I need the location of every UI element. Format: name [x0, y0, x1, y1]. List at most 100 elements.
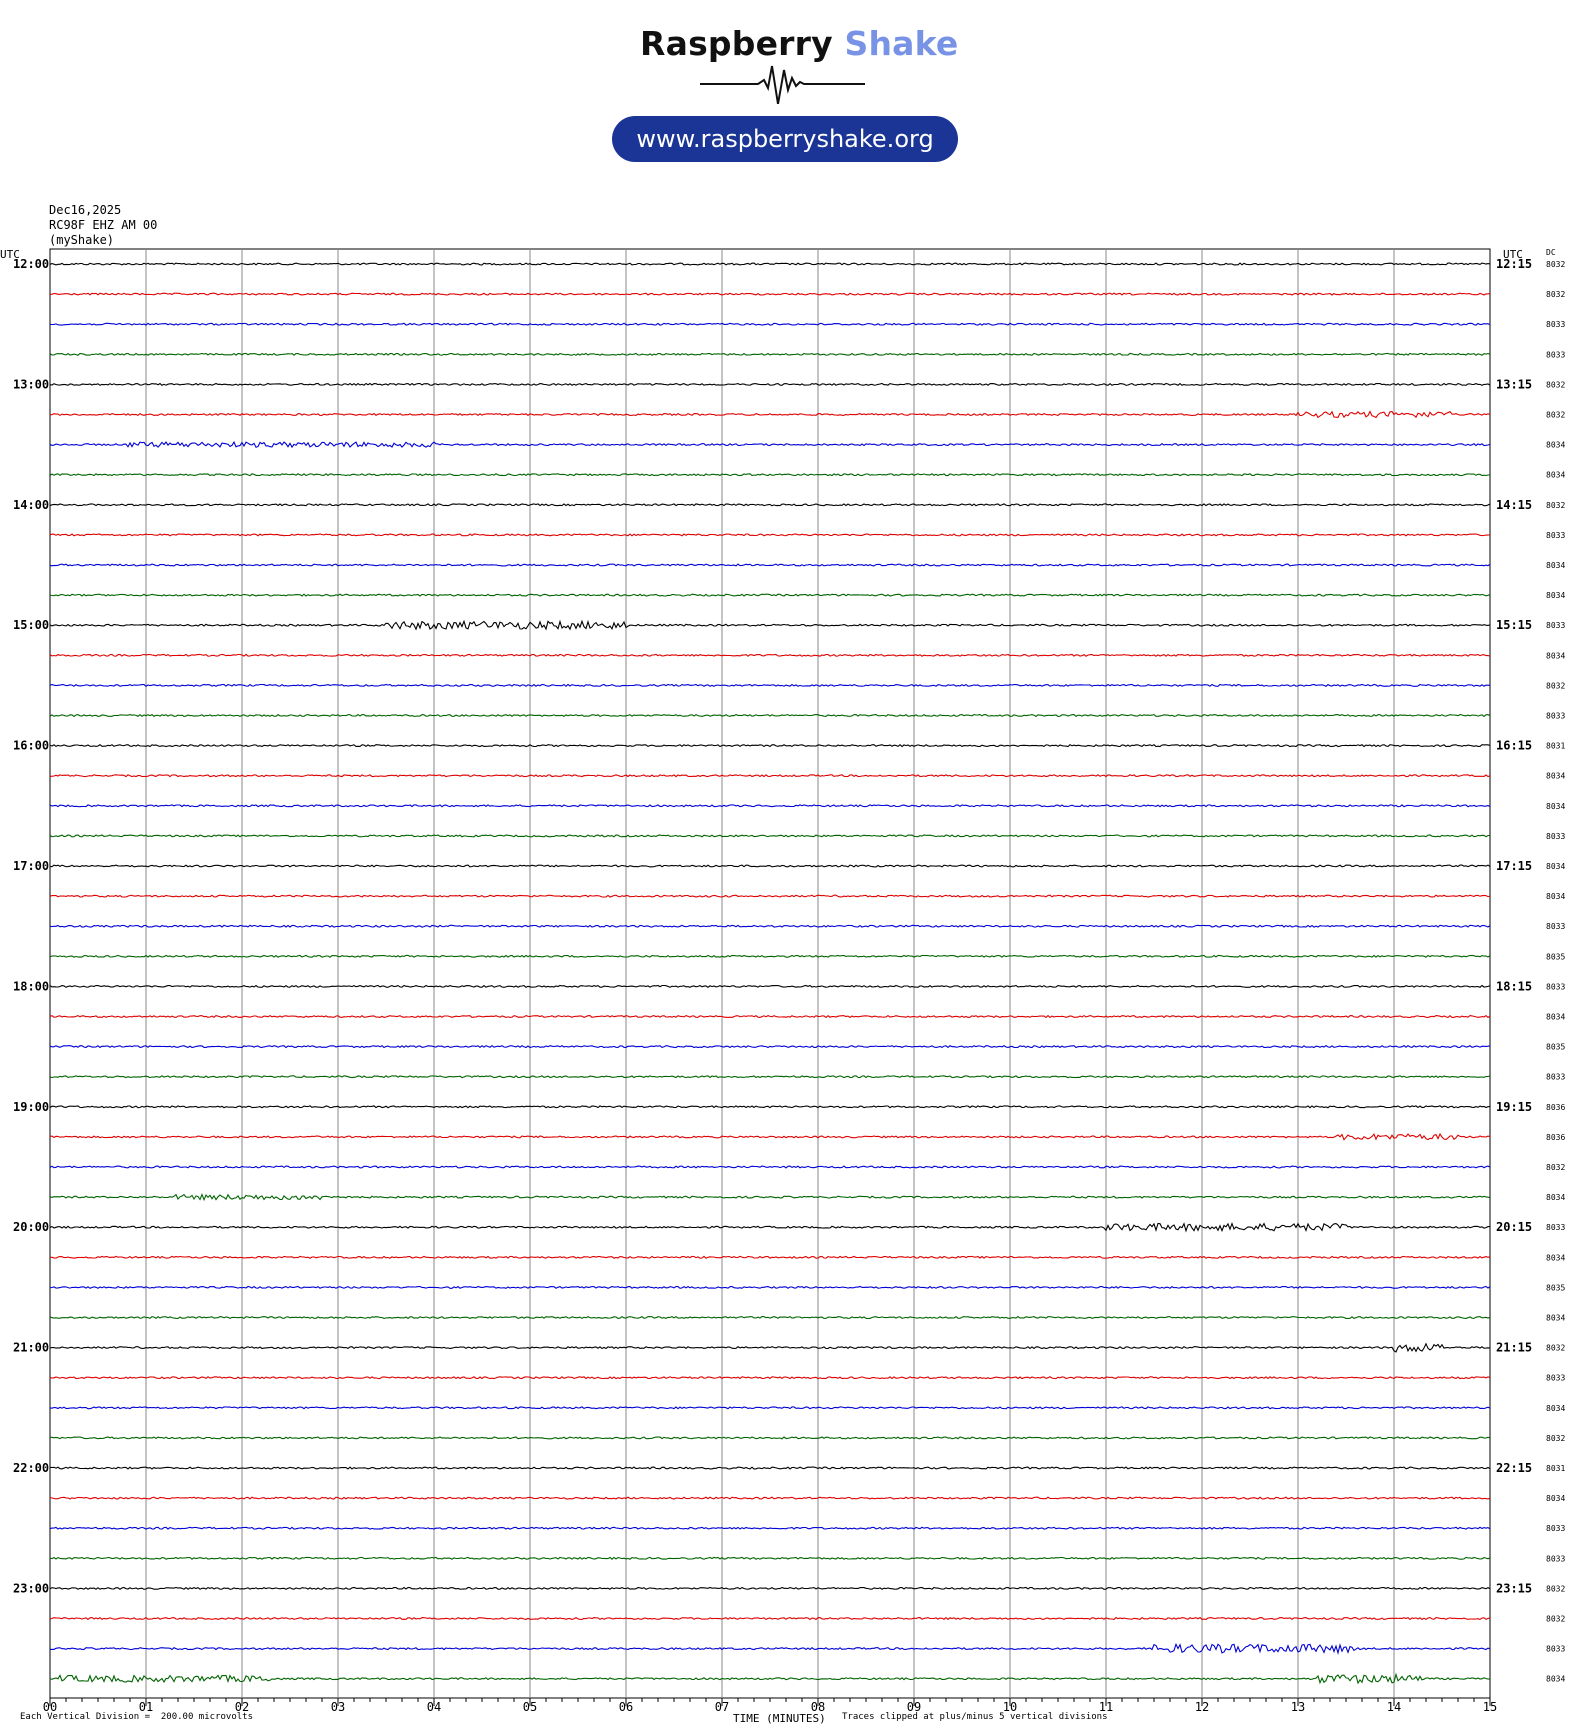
trace-row-8: [49, 503, 1491, 507]
left-hour-label: 21:00: [13, 1341, 49, 1355]
dc-offset-labels: 8032 8032 8033 8033 8032 8032 8034 8034 8032 8033…: [1546, 260, 1565, 1684]
dc-offset-label: 8033: [1546, 531, 1565, 540]
trace-row-18: [49, 804, 1491, 808]
x-tick-label: 14: [1387, 1700, 1401, 1714]
dc-offset-label: 8034: [1546, 1253, 1565, 1262]
right-hour-label: 16:15: [1496, 739, 1532, 753]
right-hour-label: 19:15: [1496, 1100, 1532, 1114]
x-tick-label: 00: [43, 1700, 57, 1714]
dc-offset-label: 8032: [1546, 1584, 1565, 1593]
right-hour-label: 18:15: [1496, 979, 1532, 993]
x-tick-label: 12: [1195, 1700, 1209, 1714]
dc-offset-label: 8032: [1546, 1615, 1565, 1624]
dc-offset-label: 8034: [1546, 651, 1565, 660]
website-url-link[interactable]: www.raspberryshake.org: [612, 116, 958, 162]
raspberry-shake-logo: Raspberry Shake www.raspberryshake.org: [612, 18, 958, 168]
trace-row-19: [49, 834, 1490, 838]
seismograph-wave-icon: [700, 65, 865, 104]
left-hour-label: 13:00: [13, 377, 49, 391]
dc-offset-label: 8034: [1546, 1193, 1565, 1202]
left-hour-label: 23:00: [13, 1581, 49, 1595]
trace-row-0: [49, 262, 1491, 266]
x-tick-label: 05: [523, 1700, 537, 1714]
dc-offset-label: 8034: [1546, 862, 1565, 871]
left-hour-label: 16:00: [13, 739, 49, 753]
trace-row-34: [49, 1285, 1491, 1289]
x-tick-label: 03: [331, 1700, 345, 1714]
right-hour-label: 20:15: [1496, 1220, 1532, 1234]
logo-word-raspberry: Raspberry: [640, 24, 833, 63]
trace-row-27: [49, 1075, 1491, 1079]
trace-row-39: [50, 1436, 1491, 1440]
trace-row-11: [49, 593, 1491, 597]
trace-row-33: [50, 1255, 1491, 1259]
trace-row-26: [49, 1045, 1491, 1049]
trace-row-36: [49, 1342, 1491, 1353]
trace-row-31: [49, 1193, 1491, 1202]
left-hour-label: 12:00: [13, 257, 49, 271]
trace-row-4: [49, 382, 1491, 386]
trace-row-30: [49, 1165, 1491, 1169]
x-tick-label: 15: [1483, 1700, 1497, 1714]
dc-offset-label: 8034: [1546, 1675, 1565, 1684]
trace-row-29: [49, 1132, 1491, 1141]
right-hour-label: 14:15: [1496, 498, 1532, 512]
dc-offset-label: 8032: [1546, 380, 1565, 389]
right-hour-label: 17:15: [1496, 859, 1532, 873]
dc-offset-label: 8034: [1546, 1013, 1565, 1022]
trace-row-32: [49, 1221, 1490, 1233]
dc-offset-label: 8031: [1546, 1464, 1565, 1473]
trace-row-28: [49, 1105, 1491, 1109]
trace-row-45: [49, 1616, 1491, 1621]
trace-row-13: [49, 653, 1491, 657]
x-axis-label: TIME (MINUTES): [733, 1712, 826, 1725]
x-tick-label: 11: [1099, 1700, 1113, 1714]
x-tick-label: 01: [139, 1700, 153, 1714]
trace-row-14: [49, 683, 1491, 688]
dc-offset-label: 8034: [1546, 1404, 1565, 1413]
trace-row-20: [49, 864, 1491, 868]
left-hour-label: 22:00: [13, 1461, 49, 1475]
dc-offset-label: 8032: [1546, 290, 1565, 299]
scale-note: Each Vertical Division = 200.00 microvol…: [20, 1712, 253, 1722]
trace-row-23: [49, 954, 1491, 958]
left-hour-label: 15:00: [13, 618, 49, 632]
dc-offset-label: 8033: [1546, 1223, 1565, 1232]
dc-offset-label: 8033: [1546, 1374, 1565, 1383]
dc-offset-label: 8034: [1546, 892, 1565, 901]
trace-row-2: [50, 322, 1491, 326]
trace-row-47: [49, 1672, 1491, 1685]
left-hour-label: 14:00: [13, 498, 49, 512]
left-hour-label: 17:00: [13, 859, 49, 873]
trace-row-16: [49, 743, 1491, 748]
plot-date: Dec16,2025: [49, 203, 122, 217]
left-hour-label: 18:00: [13, 979, 49, 993]
dc-offset-label: 8032: [1546, 501, 1565, 510]
trace-row-15: [49, 713, 1491, 718]
right-hour-label: 23:15: [1496, 1581, 1532, 1595]
dc-offset-label: 8034: [1546, 591, 1565, 600]
trace-row-1: [49, 292, 1491, 296]
dc-offset-label: 8032: [1546, 1434, 1565, 1443]
trace-row-43: [49, 1556, 1491, 1560]
dc-header: DC: [1546, 248, 1556, 257]
left-hour-labels: 12:00 13:00 14:00 15:00 16:00 17:00 18:00 19:00…: [13, 257, 49, 1595]
trace-row-35: [49, 1315, 1491, 1320]
right-hour-label: 15:15: [1496, 618, 1532, 632]
station-code: RC98F EHZ AM 00: [49, 218, 158, 232]
trace-row-17: [49, 774, 1491, 778]
trace-row-41: [49, 1496, 1491, 1500]
trace-row-3: [49, 352, 1491, 356]
x-tick-label: 04: [427, 1700, 441, 1714]
right-hour-label: 22:15: [1496, 1461, 1532, 1475]
x-tick-label: 08: [811, 1700, 825, 1714]
right-hour-labels: 12:15 13:15 14:15 15:15 16:15 17:15 18:15 19:15…: [1496, 257, 1532, 1595]
trace-row-6: [49, 440, 1491, 449]
dc-offset-label: 8033: [1546, 1554, 1565, 1563]
dc-offset-label: 8032: [1546, 1344, 1565, 1353]
trace-row-46: [49, 1642, 1491, 1655]
trace-row-24: [49, 984, 1491, 988]
x-tick-label: 06: [619, 1700, 633, 1714]
dc-offset-label: 8034: [1546, 802, 1565, 811]
dc-offset-label: 8034: [1546, 1314, 1565, 1323]
